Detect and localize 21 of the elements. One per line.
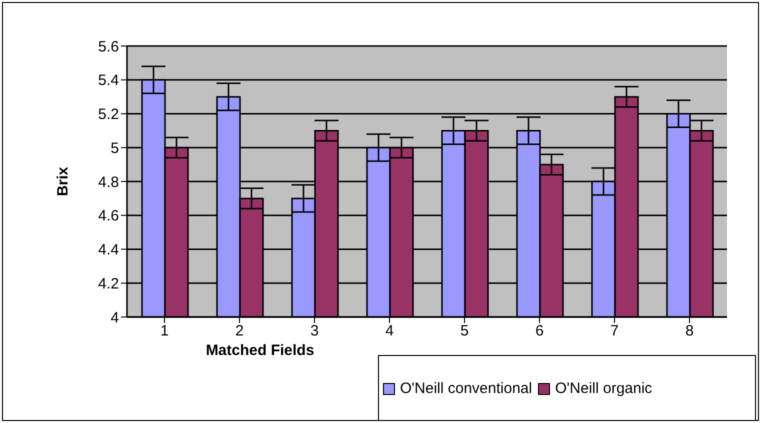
x-tick-label: 7	[610, 322, 619, 340]
y-tick-label: 4.4	[98, 242, 119, 259]
legend-label: O'Neill organic	[554, 380, 652, 397]
y-tick-label: 5.2	[98, 106, 119, 124]
x-tick-label: 3	[310, 322, 319, 340]
y-tick-label: 4.8	[98, 174, 119, 191]
x-tick-label: 8	[685, 322, 694, 340]
x-tick-label: 1	[160, 322, 169, 340]
y-tick-label: 4.2	[98, 275, 119, 292]
x-tick-label: 5	[460, 322, 469, 340]
y-tick-label: 4.6	[98, 208, 119, 225]
y-axis-title: Brix	[54, 166, 72, 196]
y-tick-label: 5.6	[98, 38, 119, 56]
y-tick-label: 4	[110, 309, 119, 326]
x-tick-label: 4	[385, 322, 394, 340]
x-tick-label: 6	[535, 322, 544, 340]
x-axis-title: Matched Fields	[204, 342, 316, 359]
y-tick-label: 5	[110, 140, 119, 157]
x-tick-label: 2	[235, 322, 244, 340]
y-tick-label: 5.4	[98, 72, 119, 90]
legend-label: O'Neill conventional	[399, 380, 532, 397]
